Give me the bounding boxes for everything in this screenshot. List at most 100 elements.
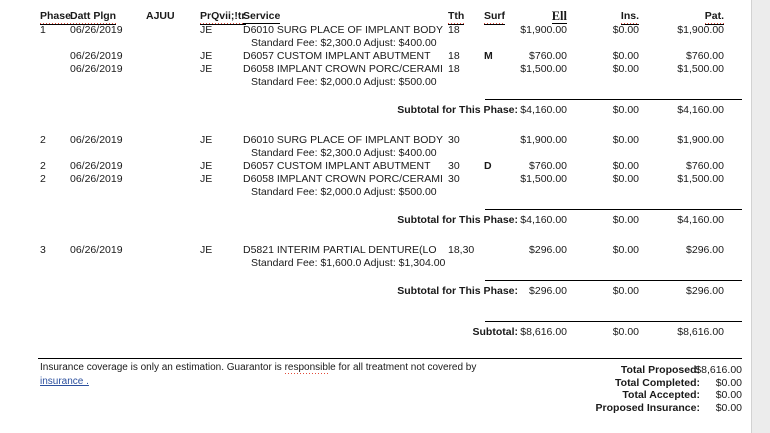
cell-date: 06/26/2019 (70, 134, 123, 146)
cell-tth: 18,30 (448, 244, 475, 256)
cell-fee: $1,900.00 (520, 134, 567, 146)
cell-service: D6058 IMPLANT CROWN PORC/CERAMI (243, 173, 443, 185)
phase-subtotal-label: Subtotal for This Phase: (397, 214, 518, 226)
cell-provider: JE (200, 244, 213, 256)
grand-subtotal-pat: $8,616.00 (677, 326, 724, 338)
cell-phase: 2 (40, 160, 46, 172)
cell-service: D6010 SURG PLACE OF IMPLANT BODY (243, 134, 443, 146)
phase-subtotal-label: Subtotal for This Phase: (397, 285, 518, 297)
total-value: $0.00 (715, 389, 742, 401)
table-row[interactable]: 2 06/26/2019 JE D6057 CUSTOM IMPLANT ABUTME… (0, 160, 752, 173)
cell-provider: JE (200, 173, 213, 185)
cell-date: 06/26/2019 (70, 63, 123, 75)
cell-ins: $0.00 (612, 134, 639, 146)
phase-subtotal-pat: $296.00 (686, 285, 724, 297)
cell-pat: $1,500.00 (677, 63, 724, 75)
phase-subtotal-rule (485, 99, 742, 100)
cell-ins: $0.00 (612, 50, 639, 62)
standard-fee-note-row: Standard Fee: $2,300.0 Adjust: $400.00 (0, 147, 752, 160)
table-row[interactable]: 06/26/2019 JE D6058 IMPLANT CROWN PORC/CER… (0, 63, 752, 76)
insurance-link[interactable]: insurance . (40, 376, 89, 387)
standard-fee-note-row: Standard Fee: $2,300.0 Adjust: $400.00 (0, 37, 752, 50)
cell-pat: $296.00 (686, 244, 724, 256)
cell-phase: 3 (40, 244, 46, 256)
column-header-fee: Ell (551, 9, 567, 24)
phase-subtotal-row: Subtotal for This Phase: $4,160.00 $0.00 $4… (0, 104, 752, 117)
cell-provider: JE (200, 160, 213, 172)
phase-subtotal-ins: $0.00 (612, 214, 639, 226)
cell-tth: 30 (448, 134, 460, 146)
cell-provider: JE (200, 134, 213, 146)
cell-provider: JE (200, 50, 213, 62)
column-header-appt: AJUU (146, 10, 175, 22)
standard-fee-note: Standard Fee: $2,000.0 Adjust: $500.00 (251, 76, 437, 88)
cell-surf: D (484, 160, 492, 172)
grand-subtotal-rule (485, 321, 742, 322)
cell-fee: $1,500.00 (520, 173, 567, 185)
phase-subtotal-fee: $4,160.00 (520, 214, 567, 226)
cell-pat: $760.00 (686, 50, 724, 62)
cell-ins: $0.00 (612, 24, 639, 36)
column-header-ins: Ins. (620, 10, 639, 25)
column-header-service: Service (243, 10, 281, 24)
cell-service: D6057 CUSTOM IMPLANT ABUTMENT (243, 160, 431, 172)
total-value: $8,616.00 (695, 364, 742, 376)
cell-pat: $1,900.00 (677, 134, 724, 146)
standard-fee-note: Standard Fee: $2,300.0 Adjust: $400.00 (251, 147, 437, 159)
page-edge-line (751, 0, 752, 433)
cell-date: 06/26/2019 (70, 173, 123, 185)
cell-date: 06/26/2019 (70, 160, 123, 172)
column-header-surf: Surf (484, 10, 505, 25)
grand-subtotal-row: Subtotal: $8,616.00 $0.00 $8,616.00 (0, 326, 752, 339)
footer-divider (38, 358, 742, 359)
phase-subtotal-row: Subtotal for This Phase: $4,160.00 $0.00 $4… (0, 214, 752, 227)
cell-phase: 1 (40, 24, 46, 36)
phase-subtotal-row: Subtotal for This Phase: $296.00 $0.00 $296… (0, 285, 752, 298)
cell-ins: $0.00 (612, 63, 639, 75)
cell-tth: 30 (448, 173, 460, 185)
disclaimer-part2: e for all treatment not covered by (330, 362, 477, 373)
cell-tth: 30 (448, 160, 460, 172)
cell-tth: 18 (448, 50, 460, 62)
total-label: Total Accepted: (622, 389, 700, 401)
disclaimer-part1: Insurance coverage is only an estimation… (40, 362, 285, 373)
column-header-pat: Pat. (704, 10, 724, 25)
phase-subtotal-pat: $4,160.00 (677, 104, 724, 116)
standard-fee-note: Standard Fee: $1,600.0 Adjust: $1,304.00 (251, 257, 446, 269)
table-row[interactable]: 2 06/26/2019 JE D6058 IMPLANT CROWN PORC/CE… (0, 173, 752, 186)
table-row[interactable]: 3 06/26/2019 JE D5821 INTERIM PARTIAL DENTU… (0, 244, 752, 257)
phase-subtotal-fee: $4,160.00 (520, 104, 567, 116)
cell-phase: 2 (40, 134, 46, 146)
cell-date: 06/26/2019 (70, 244, 123, 256)
cell-fee: $296.00 (529, 244, 567, 256)
cell-tth: 18 (448, 63, 460, 75)
phase-subtotal-rule (485, 209, 742, 210)
scroll-gutter[interactable] (752, 0, 770, 433)
column-header-tth: Tth (448, 10, 465, 25)
column-header-provider: PrQvii;!tr (200, 10, 246, 25)
cell-service: D5821 INTERIM PARTIAL DENTURE(LO (243, 244, 437, 256)
cell-date: 06/26/2019 (70, 50, 123, 62)
cell-pat: $1,500.00 (677, 173, 724, 185)
cell-fee: $760.00 (529, 160, 567, 172)
standard-fee-note: Standard Fee: $2,000.0 Adjust: $500.00 (251, 186, 437, 198)
cell-phase: 2 (40, 173, 46, 185)
cell-provider: JE (200, 24, 213, 36)
table-row[interactable]: 2 06/26/2019 JE D6010 SURG PLACE OF IMPLANT… (0, 134, 752, 147)
table-header-row: Phase Datt Plgn AJUU PrQvii;!tr Service … (0, 9, 752, 25)
cell-service: D6010 SURG PLACE OF IMPLANT BODY (243, 24, 443, 36)
column-header-date-plan: Datt Plgn (70, 10, 117, 25)
cell-provider: JE (200, 63, 213, 75)
cell-tth: 18 (448, 24, 460, 36)
table-row[interactable]: 1 06/26/2019 JE D6010 SURG PLACE OF IMPLANT… (0, 24, 752, 37)
cell-fee: $1,500.00 (520, 63, 567, 75)
cell-ins: $0.00 (612, 160, 639, 172)
standard-fee-note-row: Standard Fee: $2,000.0 Adjust: $500.00 (0, 186, 752, 199)
table-row[interactable]: 06/26/2019 JE D6057 CUSTOM IMPLANT ABUTMEN… (0, 50, 752, 63)
phase-subtotal-label: Subtotal for This Phase: (397, 104, 518, 116)
phase-subtotal-fee: $296.00 (529, 285, 567, 297)
standard-fee-note: Standard Fee: $2,300.0 Adjust: $400.00 (251, 37, 437, 49)
cell-fee: $760.00 (529, 50, 567, 62)
total-label: Total Completed: (615, 376, 700, 389)
